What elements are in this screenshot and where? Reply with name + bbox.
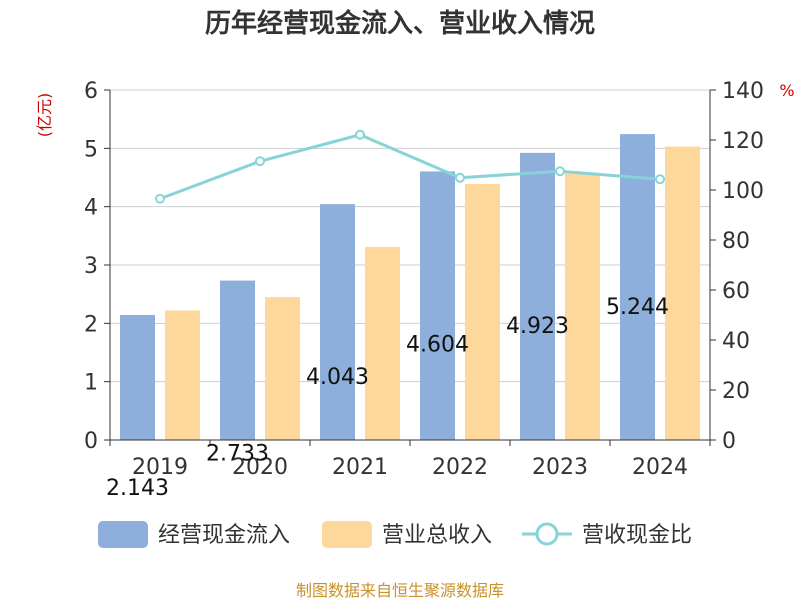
left-axis-tick-label: 5 xyxy=(84,137,98,162)
x-axis-tick-label: 2020 xyxy=(232,455,288,480)
left-axis-tick-label: 4 xyxy=(84,196,98,221)
legend-marker xyxy=(535,522,559,546)
bar-经营现金流入 xyxy=(520,152,555,440)
bar-经营现金流入 xyxy=(320,204,355,440)
data-label: 2.733 xyxy=(206,442,269,467)
left-axis-tick-label: 2 xyxy=(84,312,98,337)
bar-营业总收入 xyxy=(365,246,400,440)
line-point xyxy=(555,166,565,177)
legend-label: 营业总收入 xyxy=(382,523,492,548)
bar-经营现金流入 xyxy=(620,134,655,440)
data-label: 5.244 xyxy=(606,295,669,320)
right-axis-tick-label: 40 xyxy=(722,329,750,354)
x-axis-tick-label: 2022 xyxy=(432,455,488,480)
legend-swatch xyxy=(322,521,372,548)
bar-营业总收入 xyxy=(565,172,600,441)
data-label: 2.143 xyxy=(106,476,169,501)
legend-label: 营收现金比 xyxy=(582,523,692,548)
data-label: 4.604 xyxy=(406,332,469,357)
data-source-note: 制图数据来自恒生聚源数据库 xyxy=(296,581,504,600)
data-label: 4.043 xyxy=(306,365,369,390)
legend: 经营现金流入 营业总收入 营收现金比 xyxy=(98,521,692,548)
x-axis-tick-label: 2021 xyxy=(332,455,388,480)
right-axis-tick-label: 140 xyxy=(722,79,764,104)
bar-经营现金流入 xyxy=(220,280,255,440)
x-axis-tick-label: 2024 xyxy=(632,455,688,480)
line-point xyxy=(155,193,165,204)
data-label: 4.923 xyxy=(506,314,569,339)
line-point xyxy=(255,156,265,167)
right-axis-tick-label: 80 xyxy=(722,229,750,254)
legend-label: 经营现金流入 xyxy=(158,523,290,548)
left-axis-tick-label: 3 xyxy=(84,254,98,279)
bar-营业总收入 xyxy=(165,310,200,440)
right-axis-tick-label: 100 xyxy=(722,179,764,204)
left-axis-tick-label: 6 xyxy=(84,79,98,104)
bar-经营现金流入 xyxy=(120,314,155,440)
left-axis-unit: (亿元) xyxy=(35,93,54,138)
right-axis-tick-label: 20 xyxy=(722,379,750,404)
right-axis-unit: % xyxy=(779,81,794,100)
bar-营业总收入 xyxy=(465,183,500,440)
line-point xyxy=(655,174,665,185)
bar-营业总收入 xyxy=(265,297,300,440)
right-axis-tick-label: 60 xyxy=(722,279,750,304)
bar-经营现金流入 xyxy=(420,171,455,440)
right-axis-tick-label: 120 xyxy=(722,129,764,154)
right-axis-tick-label: 0 xyxy=(722,429,736,454)
x-axis-tick-label: 2023 xyxy=(532,455,588,480)
left-axis-tick-label: 1 xyxy=(84,371,98,396)
series-line-营收现金比 xyxy=(159,133,661,201)
line-point xyxy=(355,129,365,140)
line-point xyxy=(455,172,465,183)
bar-营业总收入 xyxy=(665,146,700,441)
left-axis-tick-label: 0 xyxy=(84,429,98,454)
legend-swatch xyxy=(98,521,148,548)
x-axis-tick-label: 2019 xyxy=(132,455,188,480)
chart-title: 历年经营现金流入、营业收入情况 xyxy=(205,8,595,39)
